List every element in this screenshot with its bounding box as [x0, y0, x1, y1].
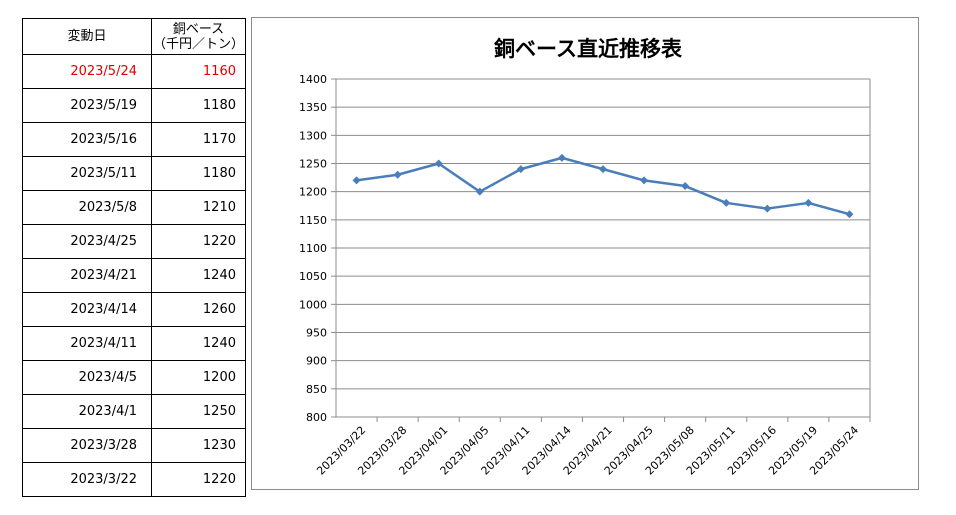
row-date: 2023/5/11 [22, 156, 152, 191]
chart-title: 銅ベース直近推移表 [494, 37, 683, 61]
table-row: 2023/5/16 1170 [22, 122, 246, 157]
row-date: 2023/3/28 [22, 428, 152, 463]
row-value: 1220 [151, 462, 246, 497]
line-chart: 銅ベース直近推移表 800 850 900 950 1000 1050 1100 1150 12… [299, 37, 871, 478]
row-date: 2023/4/21 [22, 258, 152, 293]
row-value: 1170 [151, 122, 246, 157]
table-row: 2023/5/8 1210 [22, 190, 246, 225]
table-row: 2023/4/21 1240 [22, 258, 246, 293]
row-date: 2023/4/11 [22, 326, 152, 361]
header-value-line1: 銅ベース [172, 21, 225, 37]
y-tick-label: 800 [306, 411, 327, 424]
row-date: 2023/5/16 [22, 122, 152, 157]
row-value: 1180 [151, 156, 246, 191]
row-value: 1240 [151, 326, 246, 361]
y-tick-label: 1050 [299, 270, 327, 283]
chart-series [352, 153, 854, 219]
table-row: 2023/4/11 1240 [22, 326, 246, 361]
y-tick-labels: 800 850 900 950 1000 1050 1100 1150 1200 1250 1300… [299, 73, 327, 424]
row-date: 2023/5/19 [22, 88, 152, 123]
y-tick-label: 1350 [299, 101, 327, 114]
data-point [475, 187, 484, 196]
row-value: 1180 [151, 88, 246, 123]
row-value: 1260 [151, 292, 246, 327]
table-row: 2023/5/24 1160 [22, 54, 246, 89]
y-tick-label: 1300 [299, 129, 327, 142]
table-row: 2023/3/28 1230 [22, 428, 246, 463]
row-value: 1220 [151, 224, 246, 259]
row-date: 2023/4/14 [22, 292, 152, 327]
row-date: 2023/4/5 [22, 360, 152, 395]
chart-panel: 銅ベース直近推移表 800 850 900 950 1000 1050 1100 1150 12… [251, 17, 919, 490]
table-row: 2023/4/14 1260 [22, 292, 246, 327]
table-header-row: 変動日 銅ベース （千円／トン） [22, 18, 246, 55]
data-point [393, 170, 402, 179]
row-date: 2023/5/24 [22, 54, 152, 89]
y-tick-label: 1150 [299, 214, 327, 227]
table-row: 2023/4/25 1220 [22, 224, 246, 259]
table-row: 2023/4/5 1200 [22, 360, 246, 395]
data-point [640, 176, 649, 185]
row-date: 2023/5/8 [22, 190, 152, 225]
table-row: 2023/3/22 1220 [22, 462, 246, 497]
data-point [434, 159, 443, 168]
row-value: 1230 [151, 428, 246, 463]
data-point [681, 182, 690, 191]
data-point [599, 165, 607, 174]
y-tick-label: 1200 [299, 186, 327, 199]
data-point [557, 153, 566, 162]
row-value: 1210 [151, 190, 246, 225]
y-tick-label: 1400 [299, 73, 327, 86]
y-tick-label: 1250 [299, 158, 327, 171]
data-point [763, 204, 772, 213]
row-value: 1200 [151, 360, 246, 395]
row-date: 2023/4/25 [22, 224, 152, 259]
chart-axes [335, 79, 871, 422]
chart-grid [331, 78, 870, 418]
data-point [352, 176, 361, 185]
row-date: 2023/4/1 [22, 394, 152, 429]
price-table: 変動日 銅ベース （千円／トン） 2023/5/24 1160 2023/5/19 1… [22, 18, 246, 497]
row-date: 2023/3/22 [22, 462, 152, 497]
row-value: 1240 [151, 258, 246, 293]
row-value: 1160 [151, 54, 246, 89]
table-row: 2023/4/1 1250 [22, 394, 246, 429]
data-point [722, 198, 731, 207]
header-date: 変動日 [22, 18, 152, 55]
y-tick-label: 850 [306, 383, 327, 396]
x-tick-labels: 2023/03/222023/03/282023/04/012023/04/05… [314, 424, 861, 478]
y-tick-label: 1100 [299, 242, 327, 255]
header-value-line2: （千円／トン） [152, 36, 244, 52]
data-point [845, 210, 854, 219]
y-tick-label: 950 [306, 327, 327, 340]
y-tick-label: 900 [306, 355, 327, 368]
data-point [804, 198, 813, 207]
table-row: 2023/5/11 1180 [22, 156, 246, 191]
table-row: 2023/5/19 1180 [22, 88, 246, 123]
y-tick-label: 1000 [299, 298, 327, 311]
data-point [516, 165, 525, 174]
header-value: 銅ベース （千円／トン） [151, 18, 246, 55]
row-value: 1250 [151, 394, 246, 429]
